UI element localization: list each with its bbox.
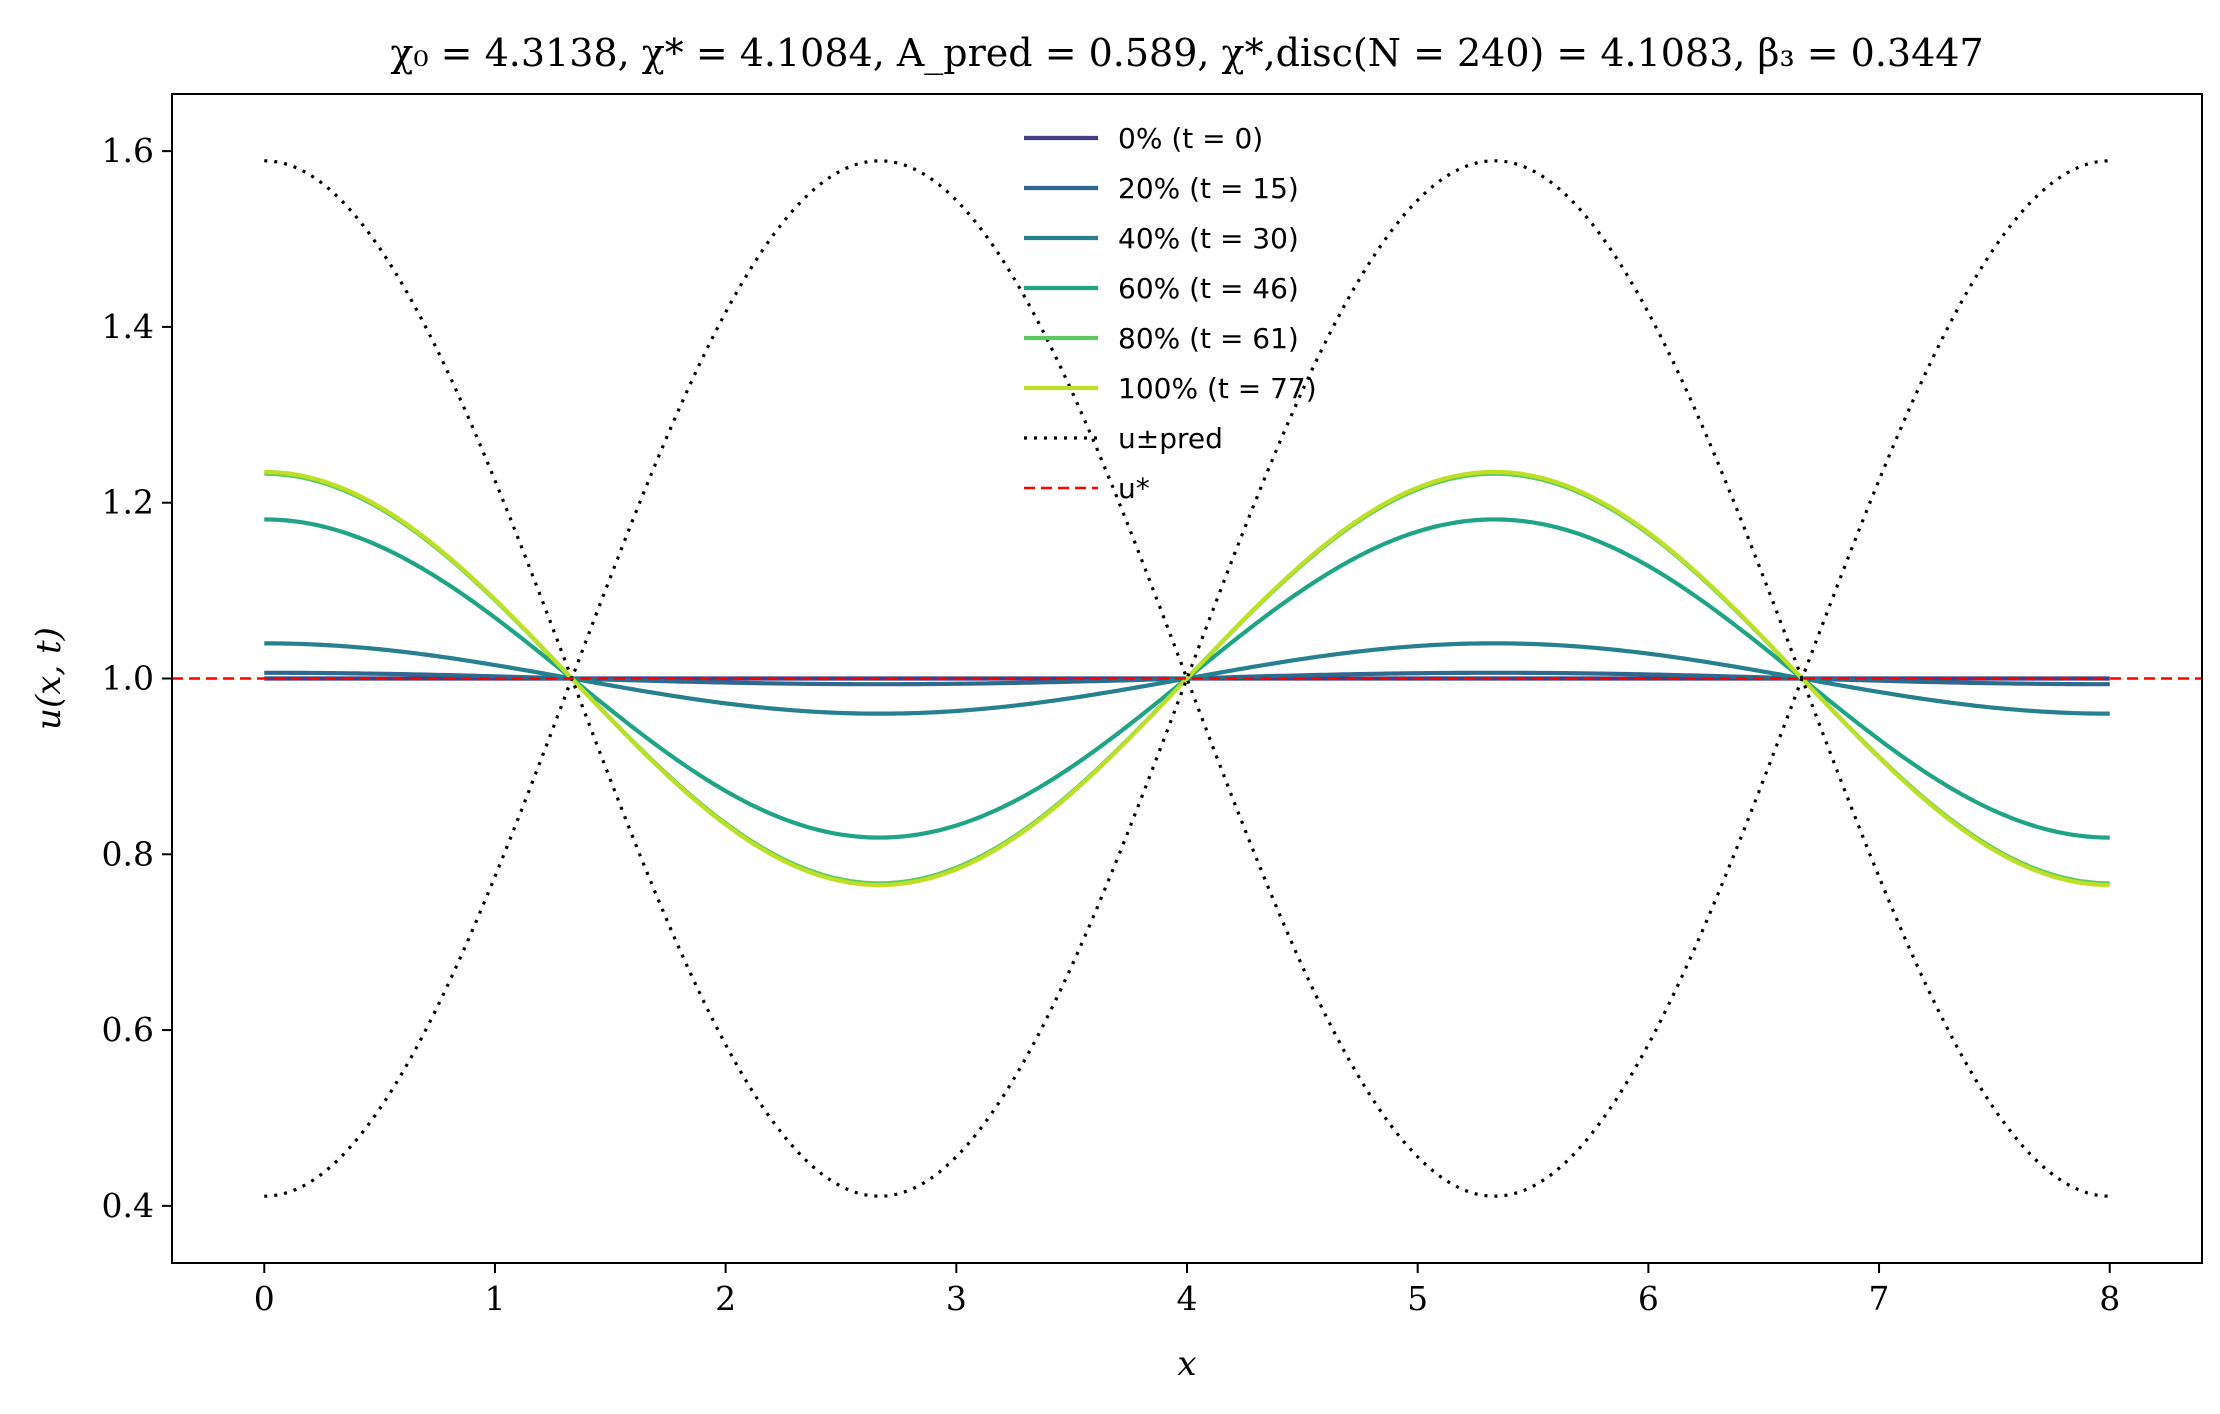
x-tick-label-0: 0 [254, 1279, 275, 1318]
x-tick-label-4: 4 [1177, 1279, 1198, 1318]
x-tick-label-3: 3 [946, 1279, 967, 1318]
legend: 0% (t = 0) 20% (t = 15) 40% (t = 30) 60% (t… [1024, 122, 1317, 505]
y-tick-label-4: 1.2 [102, 483, 154, 522]
legend-label-4: 80% (t = 61) [1118, 322, 1299, 355]
legend-label-2: 40% (t = 30) [1118, 222, 1299, 255]
ticks-layer: 0 1 2 3 4 5 6 7 8 0.4 0.6 0.8 1.0 1.2 1.4 1.6 [102, 131, 2121, 1318]
legend-label-0: 0% (t = 0) [1118, 122, 1263, 155]
legend-label-3: 60% (t = 46) [1118, 272, 1299, 305]
x-tick-label-1: 1 [484, 1279, 505, 1318]
x-tick-label-5: 5 [1407, 1279, 1428, 1318]
legend-label-6: u±pred [1118, 422, 1223, 455]
y-axis-label: u(x, t) [29, 627, 69, 730]
chart-title: χ₀ = 4.3138, χ* = 4.1084, A_pred = 0.589… [390, 31, 1983, 76]
x-tick-label-7: 7 [1869, 1279, 1890, 1318]
y-tick-label-2: 0.8 [102, 834, 154, 873]
x-tick-label-8: 8 [2099, 1279, 2120, 1318]
y-tick-label-3: 1.0 [102, 659, 154, 698]
legend-label-5: 100% (t = 77) [1118, 372, 1317, 405]
x-axis-label: x [1177, 1344, 1196, 1384]
legend-label-7: u* [1118, 472, 1150, 505]
legend-label-1: 20% (t = 15) [1118, 172, 1299, 205]
y-tick-label-1: 0.6 [102, 1010, 154, 1049]
y-tick-label-5: 1.4 [102, 307, 154, 346]
plot-layer [172, 159, 2202, 1198]
x-tick-label-2: 2 [715, 1279, 736, 1318]
y-tick-label-6: 1.6 [102, 131, 154, 170]
y-tick-label-0: 0.4 [102, 1186, 154, 1225]
x-tick-label-6: 6 [1638, 1279, 1659, 1318]
